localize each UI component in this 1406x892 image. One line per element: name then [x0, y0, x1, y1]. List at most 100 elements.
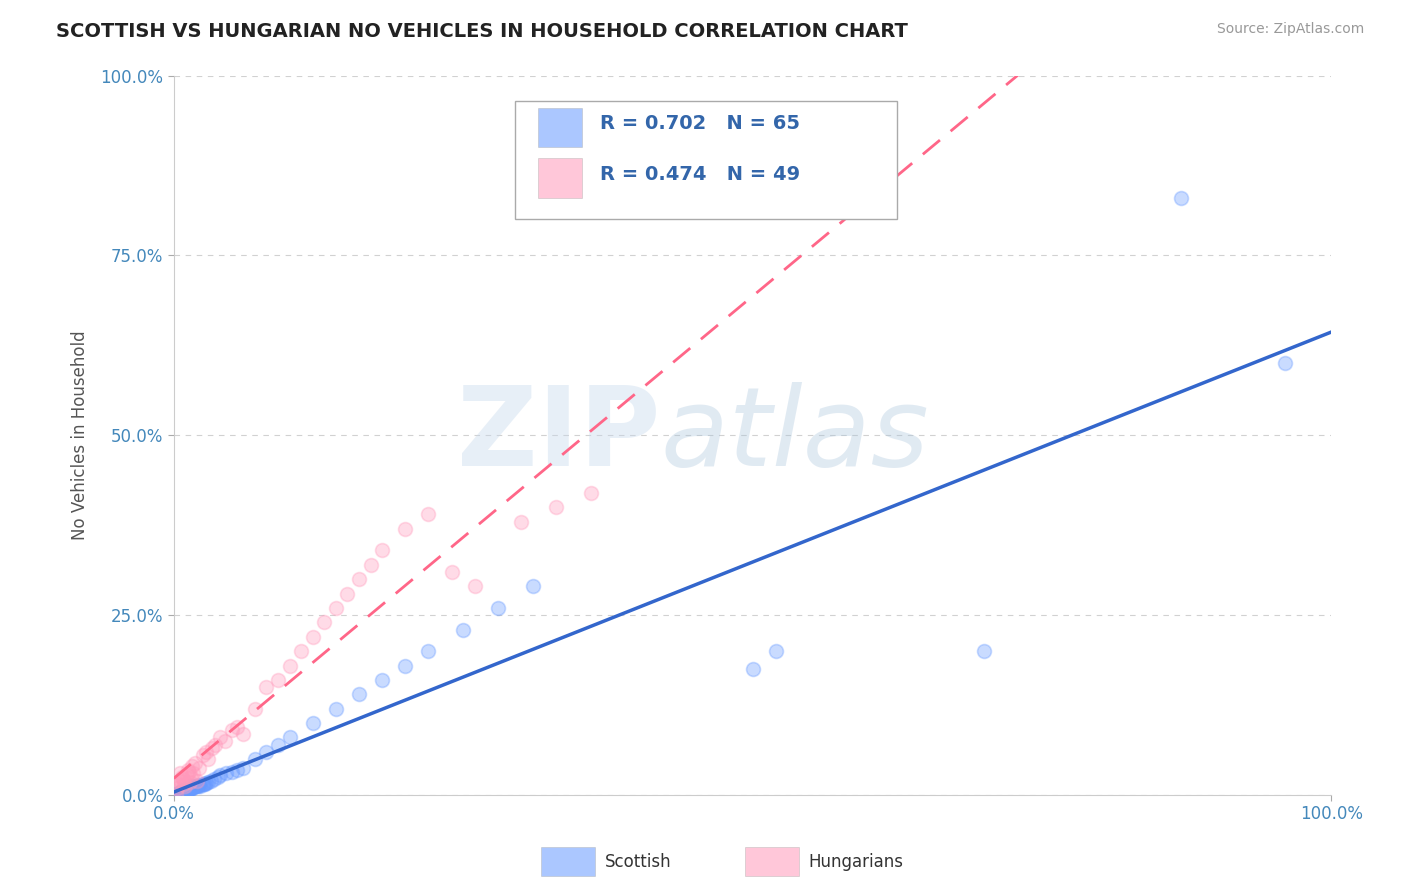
Point	[174, 783, 197, 797]
Point	[188, 761, 211, 775]
Point	[191, 777, 214, 791]
Point	[207, 770, 229, 784]
Point	[371, 673, 394, 687]
Point	[193, 776, 215, 790]
Point	[174, 783, 197, 797]
Point	[173, 783, 195, 797]
Point	[173, 784, 195, 798]
Point	[183, 756, 205, 770]
Point	[169, 766, 191, 780]
Point	[202, 772, 225, 787]
Point	[1170, 191, 1192, 205]
Point	[232, 727, 254, 741]
Point	[167, 786, 190, 800]
Point	[301, 630, 323, 644]
Point	[197, 775, 219, 789]
Point	[394, 658, 416, 673]
Point	[741, 662, 763, 676]
Point	[172, 783, 194, 797]
Point	[1274, 356, 1296, 370]
Point	[170, 785, 193, 799]
Point	[290, 644, 312, 658]
Point	[183, 780, 205, 794]
Point	[186, 773, 208, 788]
Point	[522, 579, 544, 593]
Point	[176, 783, 198, 797]
Point	[180, 770, 202, 784]
Text: SCOTTISH VS HUNGARIAN NO VEHICLES IN HOUSEHOLD CORRELATION CHART: SCOTTISH VS HUNGARIAN NO VEHICLES IN HOU…	[56, 22, 908, 41]
Point	[180, 782, 202, 797]
Point	[188, 778, 211, 792]
Point	[181, 780, 204, 795]
Point	[325, 702, 347, 716]
Point	[214, 734, 236, 748]
Point	[347, 687, 370, 701]
Point	[177, 782, 200, 797]
Point	[301, 716, 323, 731]
Point	[169, 785, 191, 799]
Point	[360, 558, 382, 572]
Point	[170, 775, 193, 789]
Point	[180, 780, 202, 794]
Point	[176, 768, 198, 782]
Point	[215, 766, 238, 780]
Point	[176, 781, 198, 796]
Point	[226, 720, 249, 734]
Text: Scottish: Scottish	[605, 853, 671, 871]
Point	[169, 786, 191, 800]
Point	[347, 572, 370, 586]
FancyBboxPatch shape	[538, 108, 582, 147]
Point	[209, 731, 232, 745]
Point	[177, 765, 200, 780]
Point	[579, 486, 602, 500]
Text: ZIP: ZIP	[457, 382, 659, 489]
Point	[166, 787, 188, 801]
Point	[190, 779, 212, 793]
Point	[184, 780, 207, 794]
Point	[204, 738, 226, 752]
Point	[278, 731, 301, 745]
Point	[336, 586, 359, 600]
Text: R = 0.702   N = 65: R = 0.702 N = 65	[600, 114, 800, 133]
Text: Hungarians: Hungarians	[808, 853, 904, 871]
Point	[226, 763, 249, 777]
Point	[183, 779, 205, 793]
Point	[201, 741, 224, 756]
Point	[209, 768, 232, 782]
Text: R = 0.474   N = 49: R = 0.474 N = 49	[600, 165, 800, 184]
Point	[278, 658, 301, 673]
Point	[451, 623, 474, 637]
Point	[172, 772, 194, 787]
Point	[510, 515, 533, 529]
Point	[181, 780, 204, 794]
Point	[165, 788, 187, 802]
Y-axis label: No Vehicles in Household: No Vehicles in Household	[72, 330, 89, 540]
Point	[172, 784, 194, 798]
Point	[371, 543, 394, 558]
Point	[170, 785, 193, 799]
Point	[170, 770, 193, 784]
Point	[221, 723, 243, 738]
Point	[544, 500, 567, 515]
Point	[181, 759, 204, 773]
Point	[167, 777, 190, 791]
Text: atlas: atlas	[659, 382, 928, 489]
Point	[195, 745, 218, 759]
Point	[464, 579, 486, 593]
Point	[170, 784, 193, 798]
Point	[243, 702, 266, 716]
Point	[197, 752, 219, 766]
Point	[195, 776, 218, 790]
Point	[176, 782, 198, 797]
Point	[173, 777, 195, 791]
Point	[187, 779, 209, 793]
Point	[176, 763, 198, 777]
Point	[221, 765, 243, 780]
Point	[170, 786, 193, 800]
Point	[267, 738, 290, 752]
Point	[177, 780, 200, 795]
Text: Source: ZipAtlas.com: Source: ZipAtlas.com	[1216, 22, 1364, 37]
Point	[174, 780, 197, 794]
Point	[179, 775, 201, 789]
Point	[166, 780, 188, 795]
